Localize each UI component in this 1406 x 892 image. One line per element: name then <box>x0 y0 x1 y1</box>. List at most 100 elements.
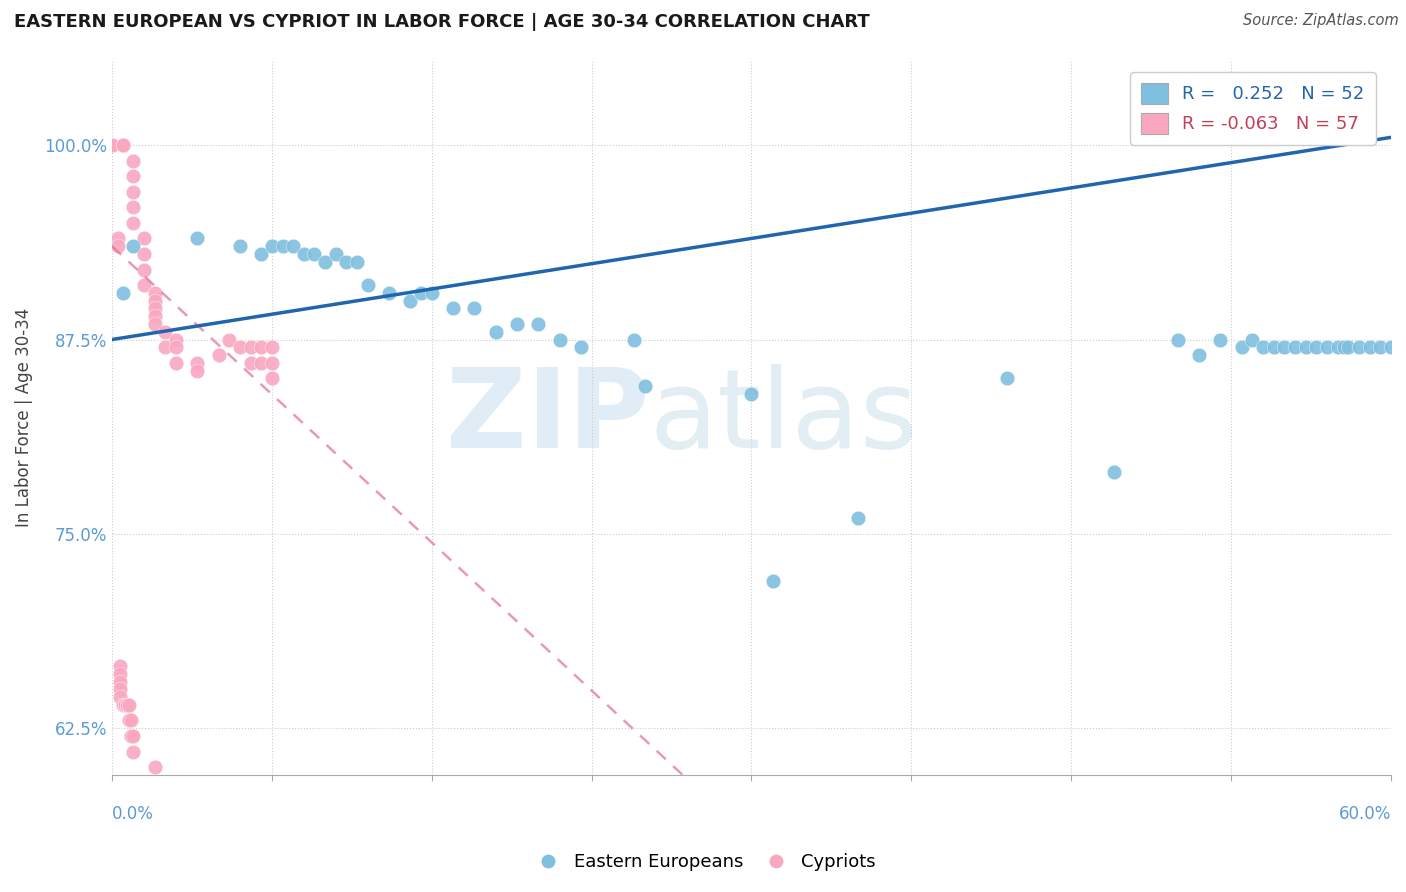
Point <box>101 138 124 153</box>
Legend: Eastern Europeans, Cypriots: Eastern Europeans, Cypriots <box>523 847 883 879</box>
Point <box>118 714 141 728</box>
Point <box>115 698 138 712</box>
Point <box>1337 340 1360 354</box>
Point <box>107 239 129 253</box>
Point <box>325 247 347 261</box>
Point <box>143 301 166 316</box>
Point <box>120 729 142 743</box>
Point <box>346 254 368 268</box>
Legend: R =   0.252   N = 52, R = -0.063   N = 57: R = 0.252 N = 52, R = -0.063 N = 57 <box>1130 72 1375 145</box>
Point <box>115 698 138 712</box>
Point <box>623 333 645 347</box>
Point <box>111 138 134 153</box>
Point <box>1188 348 1211 362</box>
Point <box>239 340 262 354</box>
Point <box>110 682 132 697</box>
Point <box>111 138 134 153</box>
Point <box>378 285 401 300</box>
Point <box>304 247 326 261</box>
Point <box>1333 340 1355 354</box>
Point <box>165 333 187 347</box>
Point <box>1209 333 1232 347</box>
Point <box>260 239 283 253</box>
Point <box>527 317 550 331</box>
Point <box>292 247 315 261</box>
Text: atlas: atlas <box>650 364 918 471</box>
Point <box>114 698 136 712</box>
Point <box>995 371 1018 385</box>
Point <box>143 285 166 300</box>
Point <box>122 200 145 214</box>
Point <box>420 285 443 300</box>
Point <box>101 138 124 153</box>
Point <box>1263 340 1285 354</box>
Point <box>260 356 283 370</box>
Point <box>122 239 145 253</box>
Point <box>155 340 177 354</box>
Point <box>250 340 273 354</box>
Point <box>239 356 262 370</box>
Point <box>548 333 571 347</box>
Text: ZIP: ZIP <box>446 364 650 471</box>
Point <box>229 239 252 253</box>
Point <box>122 745 145 759</box>
Point <box>165 340 187 354</box>
Point <box>107 231 129 245</box>
Point <box>314 254 336 268</box>
Point <box>111 698 134 712</box>
Point <box>114 698 136 712</box>
Point <box>441 301 464 316</box>
Point <box>1167 333 1189 347</box>
Point <box>260 340 283 354</box>
Point <box>132 278 155 293</box>
Point <box>218 333 240 347</box>
Point <box>762 574 785 588</box>
Text: 60.0%: 60.0% <box>1339 805 1391 823</box>
Point <box>110 674 132 689</box>
Point <box>1379 340 1402 354</box>
Point <box>409 285 432 300</box>
Point <box>283 239 305 253</box>
Point <box>110 690 132 705</box>
Point <box>122 169 145 184</box>
Point <box>250 247 273 261</box>
Point <box>1305 340 1327 354</box>
Point <box>122 153 145 168</box>
Point <box>1369 340 1392 354</box>
Point <box>250 356 273 370</box>
Point <box>143 317 166 331</box>
Point <box>120 714 142 728</box>
Point <box>118 698 141 712</box>
Point <box>143 760 166 774</box>
Point <box>132 262 155 277</box>
Point <box>463 301 485 316</box>
Point <box>101 138 124 153</box>
Text: EASTERN EUROPEAN VS CYPRIOT IN LABOR FORCE | AGE 30-34 CORRELATION CHART: EASTERN EUROPEAN VS CYPRIOT IN LABOR FOR… <box>14 13 870 31</box>
Point <box>101 138 124 153</box>
Point <box>143 293 166 308</box>
Point <box>271 239 294 253</box>
Point <box>399 293 422 308</box>
Text: 0.0%: 0.0% <box>112 805 153 823</box>
Point <box>1230 340 1253 354</box>
Point <box>634 379 657 393</box>
Point <box>155 325 177 339</box>
Point <box>122 185 145 199</box>
Point <box>207 348 229 362</box>
Point <box>122 729 145 743</box>
Point <box>1241 333 1264 347</box>
Point <box>846 511 869 525</box>
Point <box>335 254 357 268</box>
Y-axis label: In Labor Force | Age 30-34: In Labor Force | Age 30-34 <box>15 308 32 527</box>
Point <box>186 363 208 377</box>
Point <box>506 317 529 331</box>
Point <box>1274 340 1296 354</box>
Text: Source: ZipAtlas.com: Source: ZipAtlas.com <box>1243 13 1399 29</box>
Point <box>485 325 508 339</box>
Point <box>569 340 592 354</box>
Point <box>132 247 155 261</box>
Point <box>1284 340 1306 354</box>
Point <box>1102 465 1125 479</box>
Point <box>1358 340 1381 354</box>
Point <box>165 356 187 370</box>
